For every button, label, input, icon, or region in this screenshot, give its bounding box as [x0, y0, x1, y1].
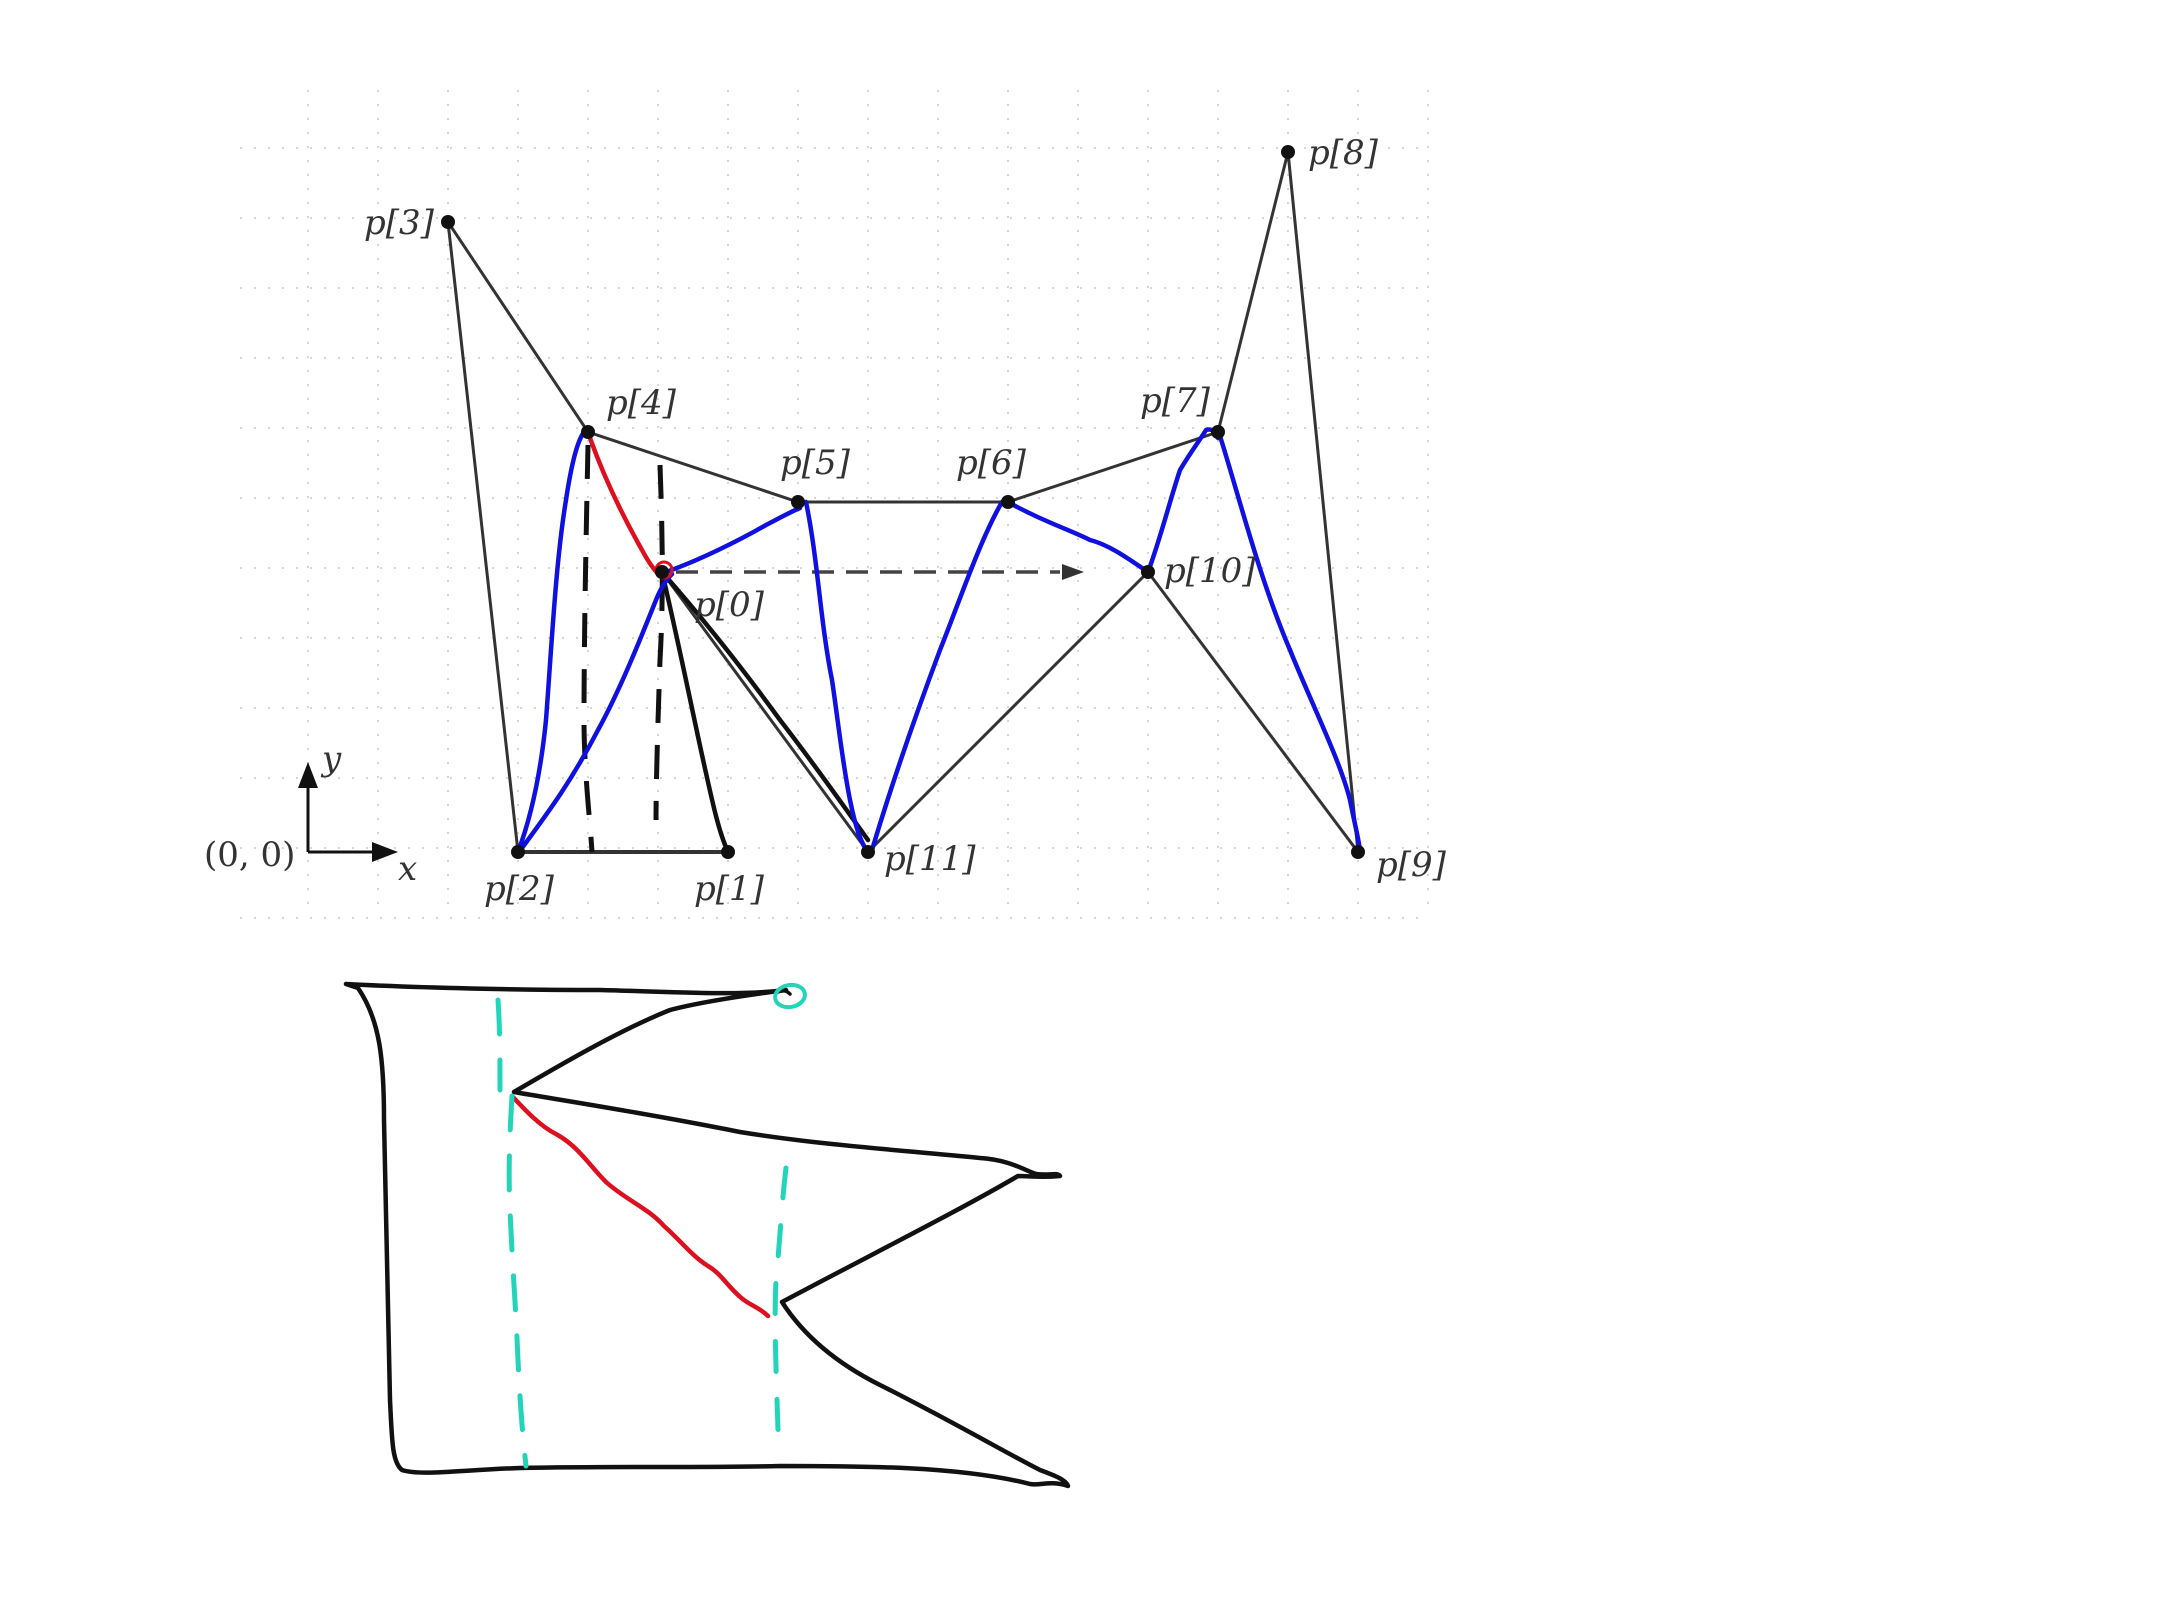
vertex-p9: [1351, 845, 1365, 859]
arrowhead: [1062, 564, 1084, 580]
edge-p0-p1: [659, 569, 731, 855]
dashed-arrow: [676, 564, 1084, 580]
p0-edges: [659, 569, 871, 855]
vertex-p8: [1281, 145, 1295, 159]
blue-edge-p6-p10: [1005, 499, 1151, 575]
vertex-p3: [441, 215, 455, 229]
edge-p0-p11: [659, 569, 871, 843]
label-p2: p[2]: [484, 869, 555, 909]
vertex-p7: [1211, 425, 1225, 439]
vertex-labels: p[0] p[1] p[2] p[3] p[4] p[5] p[6] p[7] …: [364, 133, 1447, 909]
vertex-p6: [1001, 495, 1015, 509]
red-edge-p4-p0: [587, 435, 663, 579]
label-p3: p[3]: [364, 203, 435, 243]
vertex-p1: [721, 845, 735, 859]
origin-label: (0, 0): [204, 835, 295, 875]
dashed-vertical-p0: [653, 464, 665, 821]
y-axis-label: y: [320, 739, 342, 779]
vertex-p11: [861, 845, 875, 859]
label-p4: p[4]: [606, 383, 677, 423]
blue-edge-p2-p4: [515, 429, 587, 855]
blue-path: [515, 427, 1363, 855]
label-p10: p[10]: [1164, 551, 1256, 591]
vertex-p5: [791, 495, 805, 509]
label-p7: p[7]: [1140, 381, 1211, 421]
axes-indicator: (0, 0) x y: [204, 739, 417, 889]
hand-sketch: [343, 981, 1071, 1489]
grid: [240, 90, 1430, 919]
blue-edge-p11-p6: [869, 499, 1005, 853]
sketch-cyan-loop: [773, 982, 807, 1010]
label-p9: p[9]: [1376, 845, 1447, 885]
vertices: [441, 145, 1365, 859]
x-axis-label: x: [398, 849, 417, 889]
vertex-p4: [581, 425, 595, 439]
label-p6: p[6]: [956, 443, 1027, 483]
dashed-guides: [581, 444, 665, 853]
label-p1: p[1]: [694, 869, 765, 909]
x-arrowhead: [372, 842, 398, 862]
sketch-red-edge: [509, 1093, 771, 1319]
label-p11: p[11]: [884, 839, 976, 879]
vertex-p2: [511, 845, 525, 859]
label-p0: p[0]: [694, 585, 765, 625]
label-p8: p[8]: [1308, 133, 1379, 173]
dashed-vertical-p4: [581, 444, 595, 853]
blue-edge-p7-p9: [1217, 433, 1363, 855]
sketch-outline: [343, 981, 1071, 1489]
vertex-p0: [655, 565, 669, 579]
blue-edge-p2-p0: [519, 571, 675, 851]
blue-edge-p0-p5: [663, 505, 803, 575]
sketch-dashed-left: [495, 997, 529, 1469]
blue-edge-p5-p11: [803, 499, 871, 855]
label-p5: p[5]: [780, 443, 851, 483]
y-arrowhead: [298, 762, 318, 788]
vertex-p10: [1141, 565, 1155, 579]
